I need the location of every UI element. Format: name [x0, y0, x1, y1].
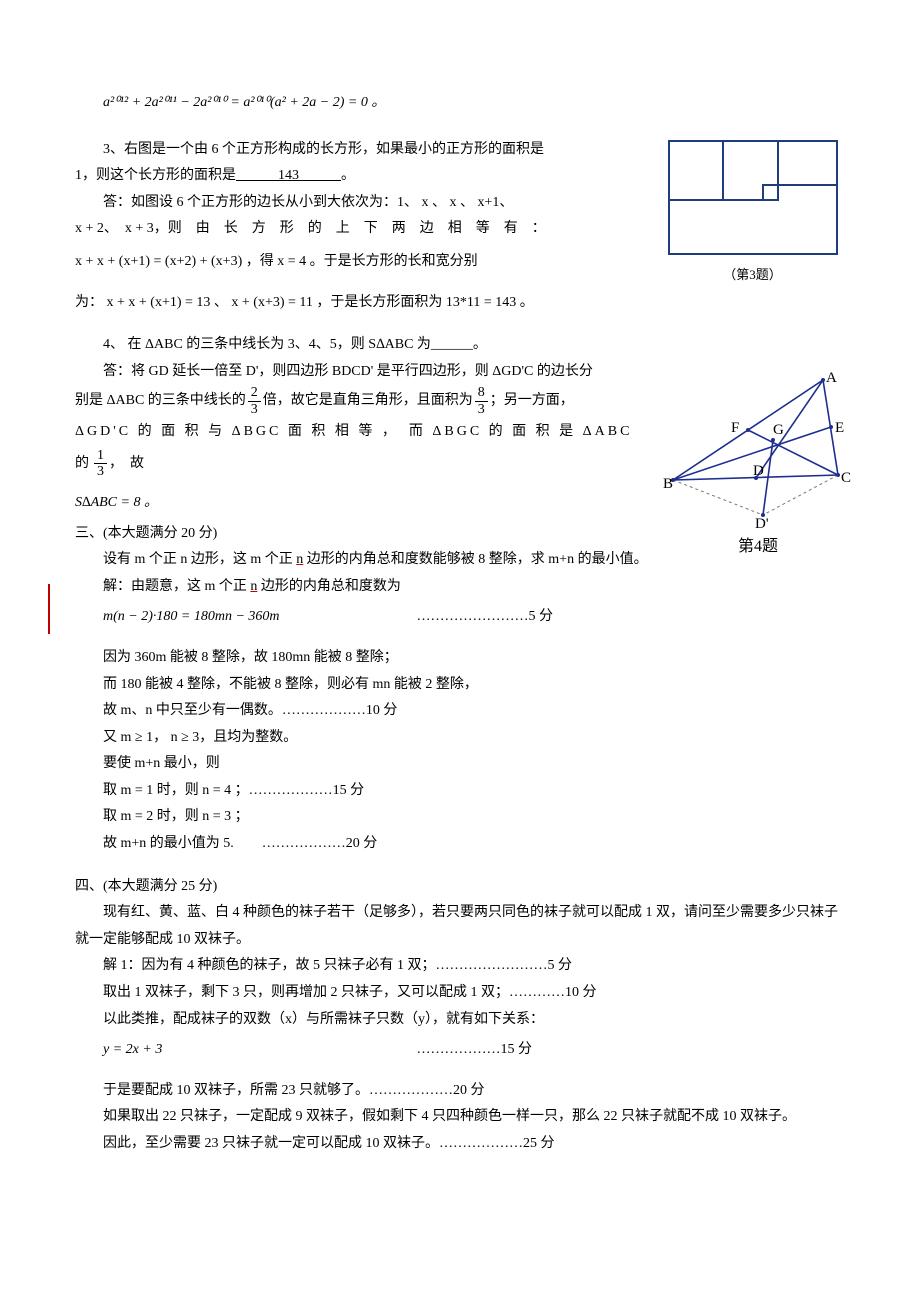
svg-text:A: A	[826, 370, 837, 386]
sec3-p1a: 设有 m 个正 n 边形，这 m 个正	[103, 552, 296, 567]
frac1-den: 3	[248, 402, 261, 417]
q4-l3b: ， 故	[109, 456, 144, 471]
sec3-l8: 取 m = 1 时，则 n = 4 ；………………15 分	[75, 778, 845, 805]
svg-text:D': D'	[755, 516, 769, 530]
svg-text:D: D	[753, 463, 764, 479]
q3-ans-line4: 为： x + x + (x+1) = 13 、 x + (x+3) = 11 ，…	[75, 290, 845, 317]
sec4-p4: 以此类推，配成袜子的双数（x）与所需袜子只数（y），就有如下关系：	[75, 1007, 845, 1034]
q3-prompt-b: 1，则这个长方形的面积是	[75, 168, 236, 183]
figure-4: A B C D D' E F G 第4题	[658, 370, 858, 562]
sec4-eq-dots: ………………15 分	[417, 1042, 533, 1057]
section-3: 三、(本大题满分 20 分) 设有 m 个正 n 边形，这 m 个正 n 边形的…	[75, 521, 845, 858]
sec3-eq-dots: ……………………5 分	[417, 609, 554, 624]
frac3-den: 3	[94, 464, 107, 479]
sec4-p1: 现有红、黄、蓝、白 4 种颜色的袜子若干（足够多），若只要两只同色的袜子就可以配…	[75, 900, 845, 953]
q4-l3a: ΔGD'C 的 面 积 与 ΔBGC 面 积 相 等 ， 而 ΔBGC 的 面 …	[75, 424, 632, 471]
svg-text:B: B	[663, 476, 673, 492]
figure-4-caption: 第4题	[658, 532, 858, 562]
sec3-p2: 解：由题意，这 m 个正 n 边形的内角总和度数为	[75, 574, 845, 601]
sec4-p2: 解 1：因为有 4 种颜色的袜子，故 5 只袜子必有 1 双；……………………5…	[75, 953, 845, 980]
section-4: 四、(本大题满分 25 分) 现有红、黄、蓝、白 4 种颜色的袜子若干（足够多）…	[75, 874, 845, 1158]
q3-answer-blank: 143	[236, 168, 341, 183]
sec4-p5: 于是要配成 10 双袜子，所需 23 只就够了。………………20 分	[75, 1078, 845, 1105]
frac2-num: 8	[475, 385, 488, 401]
sec3-l5: 故 m、n 中只至少有一偶数。………………10 分	[75, 698, 845, 725]
frac1-num: 2	[248, 385, 261, 401]
sec4-p7: 因此，至少需要 23 只袜子就一定可以配成 10 双袜子。………………25 分	[75, 1131, 845, 1158]
sec3-p2b: 边形的内角总和度数为	[257, 579, 401, 594]
sec3-l7: 要使 m+n 最小，则	[75, 751, 845, 778]
svg-text:C: C	[841, 470, 851, 486]
q3-ans-line2b: 则由长方形的上下两边相等有：	[168, 221, 560, 236]
q3-ans-line2a: x + 2、 x + 3，	[75, 221, 168, 236]
eq-top-text: a²⁰¹² + 2a²⁰¹¹ − 2a²⁰¹⁰ = a²⁰¹⁰(a² + 2a …	[103, 95, 385, 110]
q4-l2a: 别是 ΔABC 的三条中线长的	[75, 393, 246, 408]
sec4-head: 四、(本大题满分 25 分)	[75, 874, 845, 901]
q4-frac1: 23	[248, 385, 261, 417]
figure-3: （第3题）	[665, 140, 840, 288]
sec3-p1b: 边形的内角总和度数能够被 8 整除，求 m+n 的最小值。	[303, 552, 647, 567]
sec3-eq: m(n − 2)·180 = 180mn − 360m ……………………5 分	[103, 604, 845, 631]
frac3-num: 1	[94, 448, 107, 464]
equation-top: a²⁰¹² + 2a²⁰¹¹ − 2a²⁰¹⁰ = a²⁰¹⁰(a² + 2a …	[103, 90, 845, 117]
revision-mark-bar	[48, 584, 50, 634]
frac2-den: 3	[475, 402, 488, 417]
sec4-eq-text: y = 2x + 3	[103, 1037, 413, 1064]
figure-4-svg: A B C D D' E F G	[663, 370, 853, 530]
sec4-p3: 取出 1 双袜子，剩下 3 只，则再增加 2 只袜子，又可以配成 1 双；…………	[75, 980, 845, 1007]
figure-3-caption: （第3题）	[665, 263, 840, 288]
q4-frac2: 83	[475, 385, 488, 417]
svg-text:G: G	[773, 422, 784, 438]
document-page: a²⁰¹² + 2a²⁰¹¹ − 2a²⁰¹⁰ = a²⁰¹⁰(a² + 2a …	[0, 0, 920, 1218]
q4-prompt: 4、 在 ΔABC 的三条中线长为 3、4、5，则 S∆ABC 为______。	[75, 332, 845, 359]
q3-period: 。	[341, 168, 355, 183]
sec3-eq-text: m(n − 2)·180 = 180mn − 360m	[103, 604, 413, 631]
svg-text:E: E	[835, 420, 844, 436]
sec3-l10: 故 m+n 的最小值为 5. ………………20 分	[75, 831, 845, 858]
sec4-eq: y = 2x + 3 ………………15 分	[103, 1037, 845, 1064]
sec3-l9: 取 m = 2 时，则 n = 3 ；	[75, 804, 845, 831]
q4-frac3: 13	[94, 448, 107, 480]
figure-3-svg	[668, 140, 838, 255]
svg-text:F: F	[731, 420, 739, 436]
sec3-l6: 又 m ≥ 1， n ≥ 3，且均为整数。	[75, 725, 845, 752]
sec3-p2a: 解：由题意，这 m 个正	[103, 579, 250, 594]
q4-l2c: ；另一方面，	[490, 393, 574, 408]
sec3-l4: 而 180 能被 4 整除，不能被 8 整除，则必有 mn 能被 2 整除，	[75, 672, 845, 699]
q4-l2b: 倍，故它是直角三角形，且面积为	[263, 393, 473, 408]
sec4-p6: 如果取出 22 只袜子，一定配成 9 双袜子，假如剩下 4 只四种颜色一样一只，…	[75, 1104, 845, 1131]
sec3-l3: 因为 360m 能被 8 整除，故 180mn 能被 8 整除；	[75, 645, 845, 672]
